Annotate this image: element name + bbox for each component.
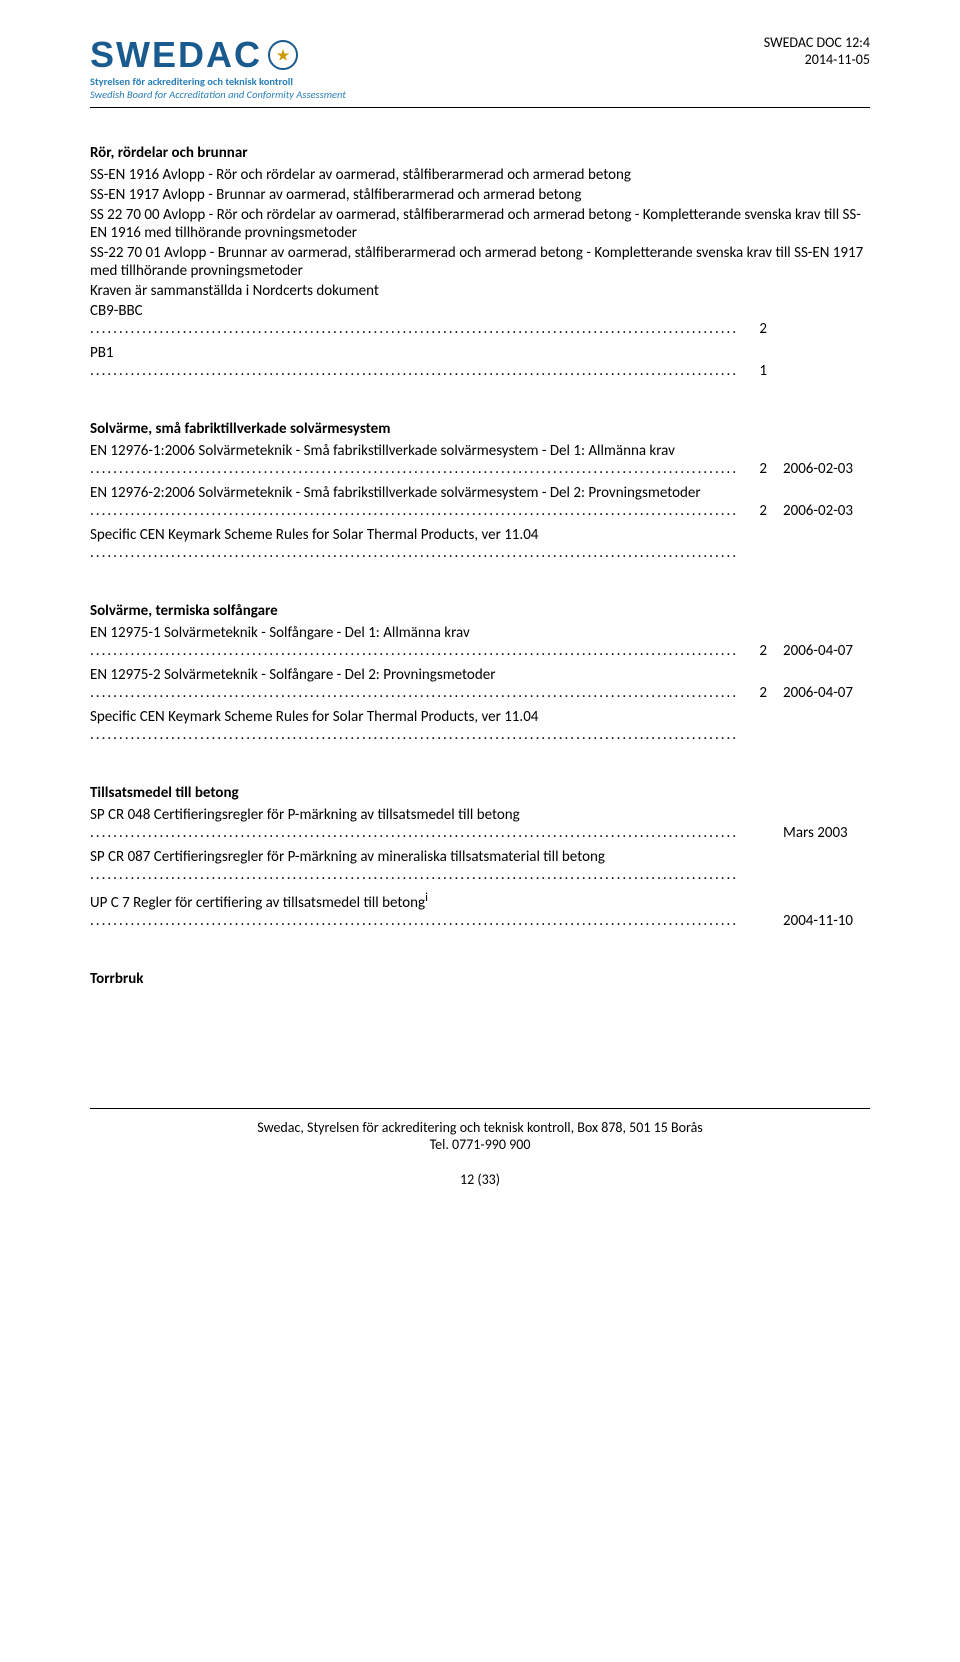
s3-row-2-text: EN 12975-2 Solvärmeteknik - Solfångare -…	[90, 666, 495, 684]
s4-row-2-text: SP CR 087 Certifieringsregler för P-märk…	[90, 848, 605, 866]
s1-row-cb9-num: 2	[745, 320, 767, 338]
s4-row-2: SP CR 087 Certifieringsregler för P-märk…	[90, 848, 870, 884]
s3-row-1-text: EN 12975-1 Solvärmeteknik - Solfångare -…	[90, 624, 470, 642]
section-title-solvarme-system: Solvärme, små fabriktillverkade solvärme…	[90, 420, 870, 438]
s1-para-3: SS 22 70 00 Avlopp - Rör och rördelar av…	[90, 206, 870, 242]
s4-row-3-date: 2004-11-10	[775, 912, 870, 930]
s2-row-2-text: EN 12976-2:2006 Solvärmeteknik - Små fab…	[90, 484, 701, 502]
s1-row-pb1-num: 1	[745, 362, 767, 380]
page-footer: Swedac, Styrelsen för ackreditering och …	[90, 1108, 870, 1188]
section-title-tillsatsmedel: Tillsatsmedel till betong	[90, 784, 870, 802]
footer-divider	[90, 1108, 870, 1109]
header-divider	[90, 107, 870, 108]
doc-identifier: SWEDAC DOC 12:4 2014-11-05	[764, 34, 870, 68]
logo-mark-icon: ★	[268, 40, 298, 70]
s3-row-1-date: 2006-04-07	[775, 642, 870, 660]
page-number: 12 (33)	[90, 1171, 870, 1188]
logo-block: SWEDAC ★ Styrelsen för ackreditering och…	[90, 34, 346, 101]
logo-text: SWEDAC	[90, 34, 262, 76]
doc-id-line: SWEDAC DOC 12:4	[764, 34, 870, 51]
s4-row-3: UP C 7 Regler för certifiering av tillsa…	[90, 890, 870, 930]
s1-para-2: SS-EN 1917 Avlopp - Brunnar av oarmerad,…	[90, 186, 870, 204]
s4-row-3-sup: i	[425, 890, 428, 905]
s1-para-4: SS-22 70 01 Avlopp - Brunnar av oarmerad…	[90, 244, 870, 280]
s2-row-3-text: Specific CEN Keymark Scheme Rules for So…	[90, 526, 538, 544]
section-title-solfangare: Solvärme, termiska solfångare	[90, 602, 870, 620]
s2-row-2-date: 2006-02-03	[775, 502, 870, 520]
s3-row-1: EN 12975-1 Solvärmeteknik - Solfångare -…	[90, 624, 870, 660]
s3-row-2-date: 2006-04-07	[775, 684, 870, 702]
s1-para-1: SS-EN 1916 Avlopp - Rör och rördelar av …	[90, 166, 870, 184]
s4-row-1: SP CR 048 Certifieringsregler för P-märk…	[90, 806, 870, 842]
s2-row-1-num: 2	[745, 460, 767, 478]
s2-row-2: EN 12976-2:2006 Solvärmeteknik - Små fab…	[90, 484, 870, 520]
section-title-torrbruk: Torrbruk	[90, 970, 870, 988]
s1-row-cb9: CB9-BBC 2	[90, 302, 870, 338]
logo-subtitle-en: Swedish Board for Accreditation and Conf…	[90, 88, 346, 101]
s2-row-2-num: 2	[745, 502, 767, 520]
footer-line-1: Swedac, Styrelsen för ackreditering och …	[90, 1119, 870, 1136]
s2-row-1: EN 12976-1:2006 Solvärmeteknik - Små fab…	[90, 442, 870, 478]
s1-row-pb1: PB1 1	[90, 344, 870, 380]
s2-row-1-text: EN 12976-1:2006 Solvärmeteknik - Små fab…	[90, 442, 675, 460]
s4-row-1-date: Mars 2003	[775, 824, 870, 842]
page-header: SWEDAC ★ Styrelsen för ackreditering och…	[90, 34, 870, 101]
s4-row-1-text: SP CR 048 Certifieringsregler för P-märk…	[90, 806, 520, 824]
footer-line-2: Tel. 0771-990 900	[90, 1136, 870, 1153]
s2-row-1-date: 2006-02-03	[775, 460, 870, 478]
s3-row-3-text: Specific CEN Keymark Scheme Rules for So…	[90, 708, 538, 726]
s3-row-1-num: 2	[745, 642, 767, 660]
logo-subtitle-sv: Styrelsen för ackreditering och teknisk …	[90, 75, 346, 88]
doc-date-line: 2014-11-05	[764, 51, 870, 68]
s1-row-pb1-text: PB1	[90, 344, 114, 362]
s3-row-2: EN 12975-2 Solvärmeteknik - Solfångare -…	[90, 666, 870, 702]
s1-row-cb9-text: CB9-BBC	[90, 302, 143, 320]
s1-para-5: Kraven är sammanställda i Nordcerts doku…	[90, 282, 870, 300]
s3-row-2-num: 2	[745, 684, 767, 702]
s3-row-3: Specific CEN Keymark Scheme Rules for So…	[90, 708, 870, 744]
section-title-ror: Rör, rördelar och brunnar	[90, 144, 870, 162]
s2-row-3: Specific CEN Keymark Scheme Rules for So…	[90, 526, 870, 562]
s4-row-3-text: UP C 7 Regler för certifiering av tillsa…	[90, 894, 425, 912]
